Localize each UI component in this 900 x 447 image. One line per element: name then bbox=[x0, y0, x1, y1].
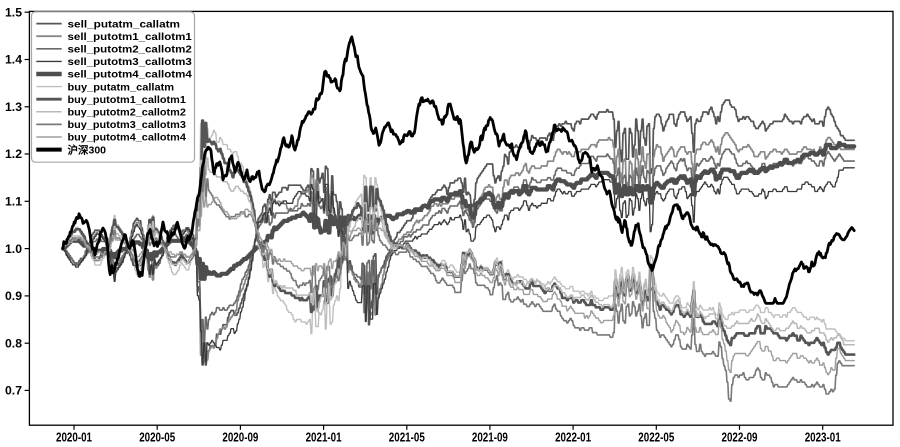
svg-text:buy_putatm_callatm: buy_putatm_callatm bbox=[68, 82, 175, 93]
svg-text:buy_putotm3_callotm3: buy_putotm3_callotm3 bbox=[68, 120, 187, 131]
svg-text:sell_putotm2_callotm2: sell_putotm2_callotm2 bbox=[68, 45, 193, 56]
svg-text:buy_putotm2_callotm2: buy_putotm2_callotm2 bbox=[68, 108, 187, 119]
svg-text:sell_putatm_callatm: sell_putatm_callatm bbox=[68, 19, 181, 30]
svg-text:1.5: 1.5 bbox=[5, 5, 22, 19]
svg-text:2022-01: 2022-01 bbox=[555, 431, 591, 445]
svg-text:沪深300: 沪深300 bbox=[68, 143, 107, 156]
svg-text:2022-05: 2022-05 bbox=[638, 431, 674, 445]
svg-text:0.7: 0.7 bbox=[5, 384, 22, 398]
svg-text:1.1: 1.1 bbox=[5, 195, 22, 209]
svg-text:2022-09: 2022-09 bbox=[722, 431, 758, 445]
svg-text:sell_putotm3_callotm3: sell_putotm3_callotm3 bbox=[68, 57, 193, 68]
svg-text:1.4: 1.4 bbox=[5, 53, 22, 67]
svg-text:buy_putotm1_callotm1: buy_putotm1_callotm1 bbox=[68, 95, 187, 106]
svg-text:sell_putotm4_callotm4: sell_putotm4_callotm4 bbox=[68, 70, 193, 81]
svg-text:2020-05: 2020-05 bbox=[139, 431, 175, 445]
svg-text:0.8: 0.8 bbox=[5, 336, 22, 350]
svg-text:2021-01: 2021-01 bbox=[306, 431, 342, 445]
svg-text:1.0: 1.0 bbox=[5, 242, 22, 256]
svg-text:sell_putotm1_callotm1: sell_putotm1_callotm1 bbox=[68, 32, 193, 43]
svg-text:2021-09: 2021-09 bbox=[472, 431, 508, 445]
svg-text:2021-05: 2021-05 bbox=[389, 431, 425, 445]
svg-text:2020-01: 2020-01 bbox=[56, 431, 92, 445]
svg-text:buy_putotm4_callotm4: buy_putotm4_callotm4 bbox=[68, 133, 187, 144]
svg-text:2020-09: 2020-09 bbox=[222, 431, 258, 445]
svg-text:1.3: 1.3 bbox=[5, 100, 22, 114]
svg-text:2023-01: 2023-01 bbox=[805, 431, 841, 445]
svg-text:0.9: 0.9 bbox=[5, 289, 22, 303]
svg-text:1.2: 1.2 bbox=[5, 147, 22, 161]
